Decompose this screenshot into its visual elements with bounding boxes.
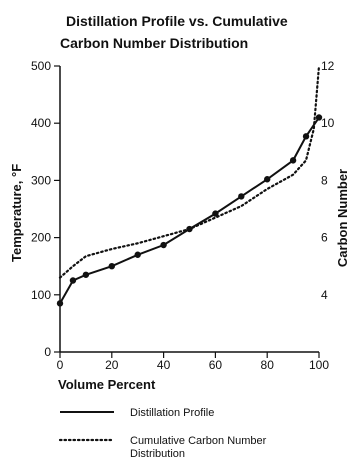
distillation-markers xyxy=(56,114,323,307)
data-point xyxy=(315,114,323,121)
data-point xyxy=(302,133,310,140)
y2-tick-label: 4 xyxy=(321,288,328,302)
legend-label-distillation: Distillation Profile xyxy=(130,407,214,419)
x-tick-label: 0 xyxy=(57,358,64,372)
data-point xyxy=(264,176,271,183)
data-point xyxy=(134,251,141,258)
y-axis-label: Temperature, °F xyxy=(9,164,24,262)
x-tick-label: 60 xyxy=(209,358,223,372)
data-point xyxy=(289,157,297,164)
series-cumulative-carbon-number xyxy=(58,64,321,279)
y-tick-label: 200 xyxy=(31,231,51,245)
x-tick-label: 80 xyxy=(261,358,275,372)
y-tick-label: 400 xyxy=(31,116,51,130)
y-tick-label: 500 xyxy=(31,59,51,73)
legend-label-carbon: Cumulative Carbon Number Distribution xyxy=(130,435,269,460)
y2-axis-label: Carbon Number xyxy=(335,169,350,267)
data-point xyxy=(56,300,64,307)
y-tick-label: 300 xyxy=(31,173,51,187)
data-point xyxy=(108,263,116,270)
y2-tick-label: 12 xyxy=(321,59,335,73)
x-tick-label: 40 xyxy=(157,358,171,372)
x-tick-label: 100 xyxy=(309,358,329,372)
data-point xyxy=(212,210,219,217)
y2-tick-label: 6 xyxy=(321,231,328,245)
y2-tick-label: 10 xyxy=(321,116,335,130)
chart-title-line-2: Carbon Number Distribution xyxy=(60,35,248,51)
series-distillation-profile xyxy=(59,116,320,304)
legend-label-carbon-line-1: Cumulative Carbon Number xyxy=(130,435,267,447)
data-point xyxy=(186,225,193,233)
x-tick-label: 20 xyxy=(105,358,119,372)
data-point xyxy=(69,277,77,284)
y-tick-label: 100 xyxy=(31,288,51,302)
data-point xyxy=(82,271,90,278)
data-point xyxy=(238,193,245,200)
chart-title-line-1: Distillation Profile vs. Cumulative xyxy=(66,13,288,29)
legend: Distillation Profile Cumulative Carbon N… xyxy=(58,407,269,460)
legend-label-carbon-line-2: Distribution xyxy=(130,448,185,460)
axis-ticks: 0 20 40 60 80 100 0 100 200 300 400 500 4 6 8 10 12 xyxy=(31,59,335,372)
data-point xyxy=(160,241,167,249)
x-axis-label: Volume Percent xyxy=(58,377,156,392)
y2-tick-label: 8 xyxy=(321,173,328,187)
y-tick-label: 0 xyxy=(44,345,51,359)
